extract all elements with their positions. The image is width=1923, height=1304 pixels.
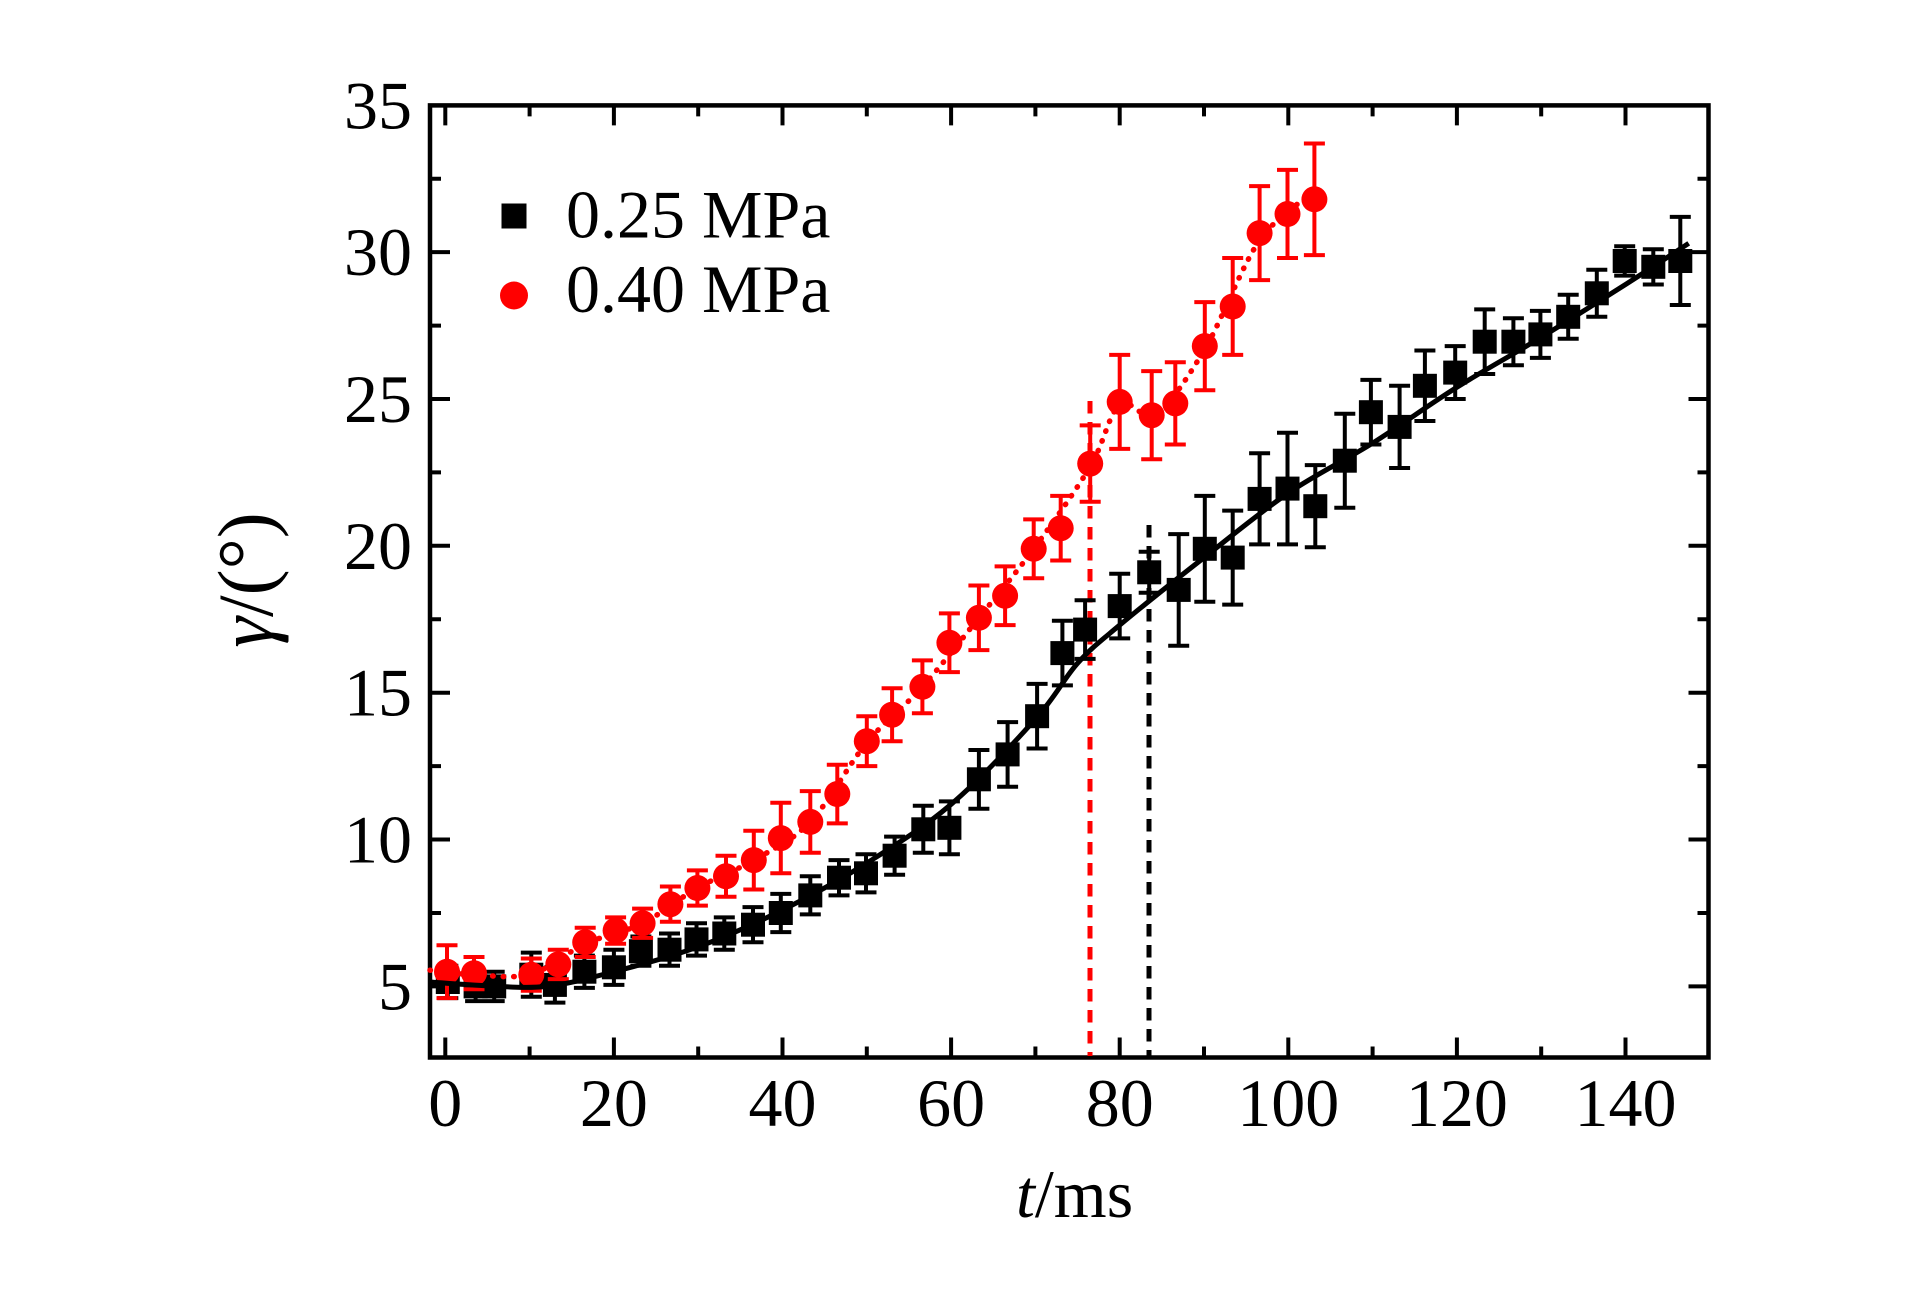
svg-text:15: 15 bbox=[344, 655, 412, 731]
svg-text:100: 100 bbox=[1237, 1065, 1339, 1141]
svg-text:60: 60 bbox=[917, 1065, 985, 1141]
svg-text:0: 0 bbox=[428, 1065, 462, 1141]
svg-text:20: 20 bbox=[344, 508, 412, 584]
svg-text:20: 20 bbox=[580, 1065, 648, 1141]
svg-text:120: 120 bbox=[1406, 1065, 1508, 1141]
svg-text:0.40 MPa: 0.40 MPa bbox=[566, 251, 830, 327]
svg-text:5: 5 bbox=[378, 948, 412, 1024]
svg-text:0.25 MPa: 0.25 MPa bbox=[566, 177, 830, 253]
svg-text:35: 35 bbox=[344, 67, 412, 143]
svg-text:25: 25 bbox=[344, 361, 412, 437]
svg-text:40: 40 bbox=[749, 1065, 817, 1141]
svg-text:30: 30 bbox=[344, 214, 412, 290]
svg-text:γ/(°): γ/(°) bbox=[202, 512, 289, 648]
svg-text:10: 10 bbox=[344, 802, 412, 878]
svg-text:80: 80 bbox=[1086, 1065, 1154, 1141]
svg-text:140: 140 bbox=[1575, 1065, 1677, 1141]
svg-text:t/ms: t/ms bbox=[1016, 1156, 1133, 1232]
